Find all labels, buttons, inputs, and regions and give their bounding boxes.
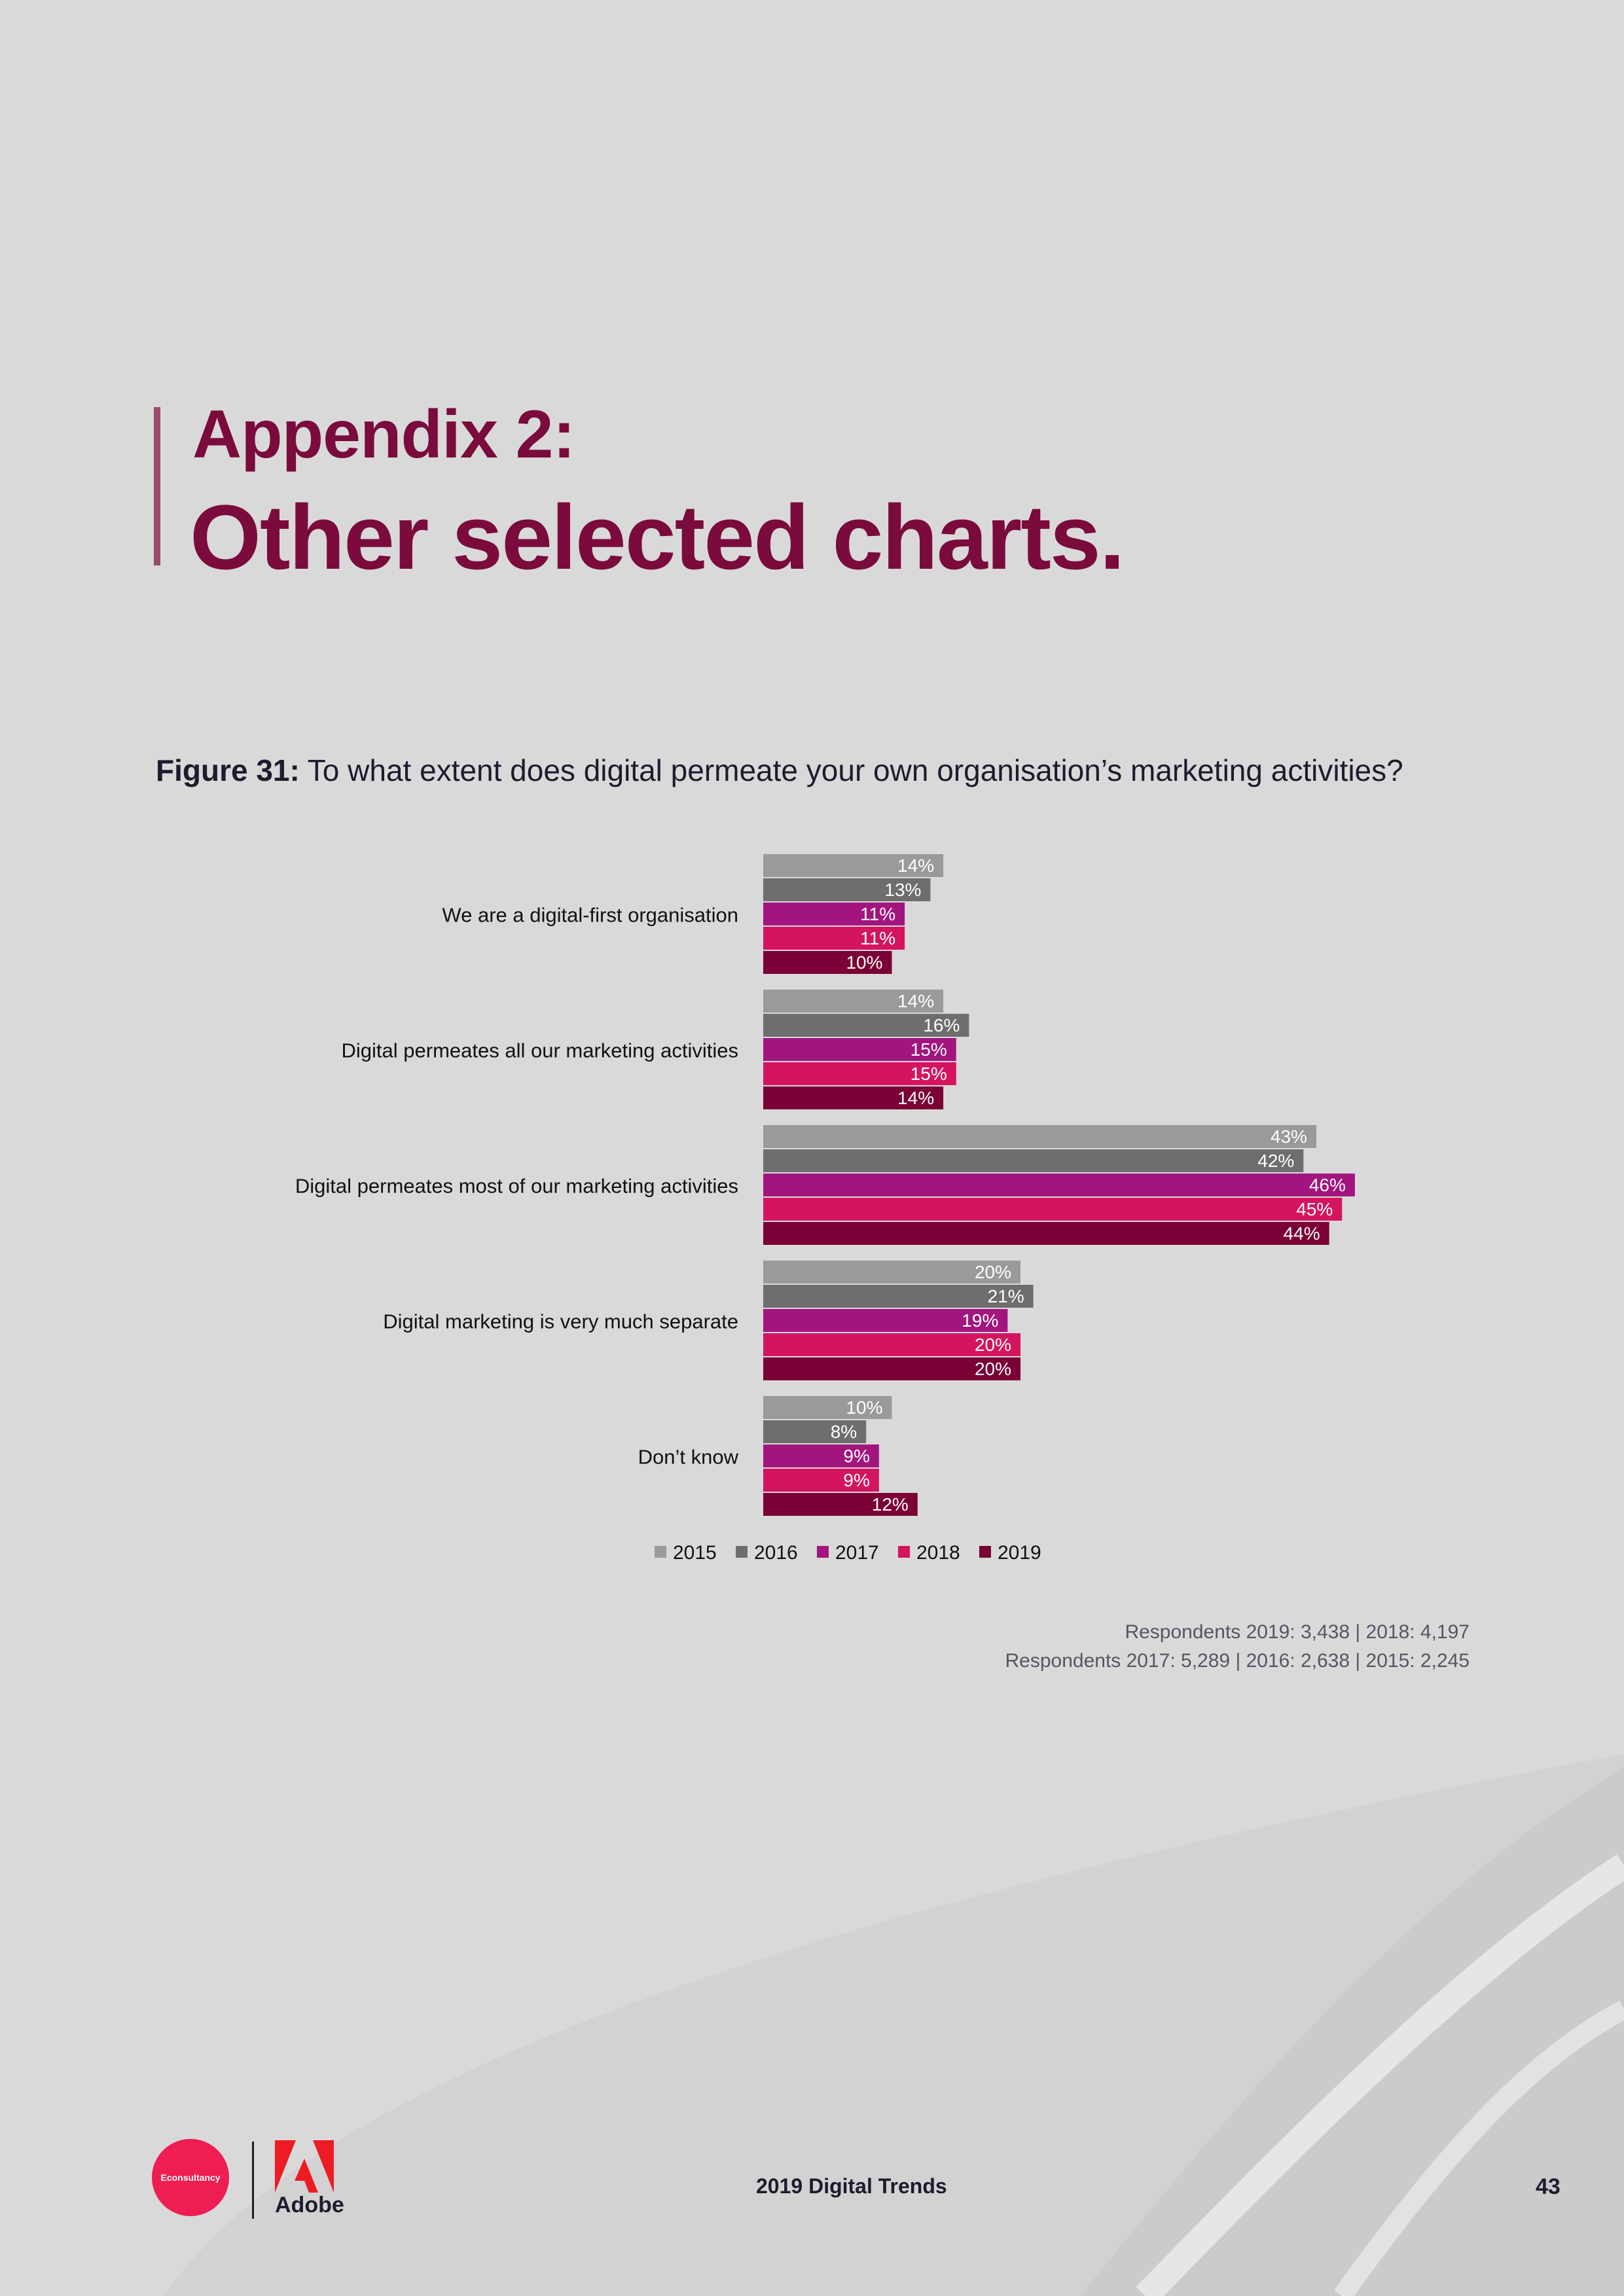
data-label: 9% bbox=[843, 1470, 869, 1490]
bar bbox=[763, 1062, 956, 1085]
data-label: 16% bbox=[923, 1015, 960, 1035]
report-title: 2019 Digital Trends bbox=[756, 2174, 947, 2198]
bar bbox=[763, 1086, 944, 1109]
respondents-line-1: Respondents 2019: 3,438 | 2018: 4,197 bbox=[1125, 1621, 1470, 1643]
bar bbox=[763, 1125, 1316, 1148]
category-label: We are a digital-first organisation bbox=[442, 904, 738, 927]
data-label: 14% bbox=[897, 1088, 934, 1108]
bar bbox=[763, 1493, 918, 1516]
bar bbox=[763, 878, 931, 901]
bar bbox=[763, 1149, 1304, 1172]
category-label: Digital permeates most of our marketing … bbox=[295, 1175, 738, 1198]
bar bbox=[763, 1198, 1343, 1221]
legend-label: 2019 bbox=[998, 1542, 1041, 1564]
appendix-label: Appendix 2: bbox=[192, 397, 575, 473]
data-label: 45% bbox=[1296, 1199, 1333, 1219]
bar bbox=[763, 1420, 867, 1443]
bar-chart: We are a digital-first organisation 14% 13… bbox=[295, 854, 1355, 1564]
adobe-logo-icon bbox=[275, 2140, 334, 2193]
data-label: 20% bbox=[975, 1262, 1011, 1282]
data-label: 43% bbox=[1271, 1126, 1307, 1147]
category-label: Digital permeates all our marketing acti… bbox=[342, 1039, 738, 1062]
legend-swatch bbox=[655, 1546, 666, 1558]
data-label: 15% bbox=[911, 1039, 947, 1060]
legend-label: 2016 bbox=[754, 1542, 798, 1564]
data-label: 8% bbox=[831, 1422, 857, 1442]
data-label: 42% bbox=[1257, 1151, 1294, 1171]
category-label: Don’t know bbox=[638, 1446, 739, 1469]
figure-number: Figure 31: bbox=[156, 753, 300, 787]
bar bbox=[763, 1038, 956, 1061]
econsultancy-logo: Econsultancy bbox=[152, 2139, 229, 2216]
legend-label: 2015 bbox=[673, 1542, 717, 1564]
figure-title: Figure 31: To what extent does digital p… bbox=[156, 753, 1403, 788]
data-label: 46% bbox=[1309, 1175, 1346, 1195]
bar bbox=[763, 903, 905, 925]
data-label: 14% bbox=[897, 991, 934, 1011]
legend-swatch bbox=[979, 1546, 991, 1558]
data-label: 13% bbox=[884, 880, 921, 900]
bar bbox=[763, 1444, 879, 1467]
data-label: 20% bbox=[975, 1335, 1011, 1355]
respondents-note: Respondents 2019: 3,438 | 2018: 4,197 Re… bbox=[1005, 1618, 1470, 1676]
data-label: 10% bbox=[846, 1397, 882, 1418]
bar bbox=[763, 1333, 1020, 1356]
respondents-line-2: Respondents 2017: 5,289 | 2016: 2,638 | … bbox=[1005, 1650, 1470, 1672]
bar bbox=[763, 1261, 1020, 1283]
title-accent-bar bbox=[154, 407, 160, 565]
bar bbox=[763, 1357, 1020, 1380]
page-title: Other selected charts. bbox=[190, 486, 1125, 588]
data-label: 9% bbox=[843, 1446, 869, 1466]
bar bbox=[763, 1174, 1355, 1196]
bar bbox=[763, 1396, 892, 1419]
data-label: 12% bbox=[872, 1494, 909, 1515]
data-label: 44% bbox=[1284, 1223, 1320, 1244]
bar bbox=[763, 1285, 1034, 1308]
adobe-logo-text: Adobe bbox=[275, 2193, 344, 2217]
data-label: 10% bbox=[846, 952, 882, 973]
page-number: 43 bbox=[1536, 2174, 1561, 2199]
bar bbox=[763, 1469, 879, 1492]
data-label: 11% bbox=[860, 928, 895, 948]
bar bbox=[763, 951, 892, 974]
figure-question: To what extent does digital permeate you… bbox=[299, 753, 1403, 787]
legend-label: 2017 bbox=[835, 1542, 879, 1564]
bar bbox=[763, 1014, 969, 1037]
data-label: 15% bbox=[911, 1064, 947, 1084]
legend-label: 2018 bbox=[916, 1542, 960, 1564]
data-label: 14% bbox=[897, 855, 934, 876]
legend-swatch bbox=[736, 1546, 748, 1558]
bar bbox=[763, 854, 944, 877]
data-label: 11% bbox=[860, 904, 895, 924]
bar bbox=[763, 990, 944, 1013]
bar bbox=[763, 1222, 1329, 1245]
legend-swatch bbox=[898, 1546, 910, 1558]
logo-divider bbox=[252, 2142, 254, 2219]
data-label: 20% bbox=[975, 1359, 1011, 1379]
data-label: 21% bbox=[988, 1286, 1024, 1306]
bar bbox=[763, 1309, 1008, 1332]
data-label: 19% bbox=[962, 1310, 998, 1331]
legend-swatch bbox=[817, 1546, 829, 1558]
category-label: Digital marketing is very much separate bbox=[383, 1310, 738, 1333]
bar bbox=[763, 927, 905, 950]
